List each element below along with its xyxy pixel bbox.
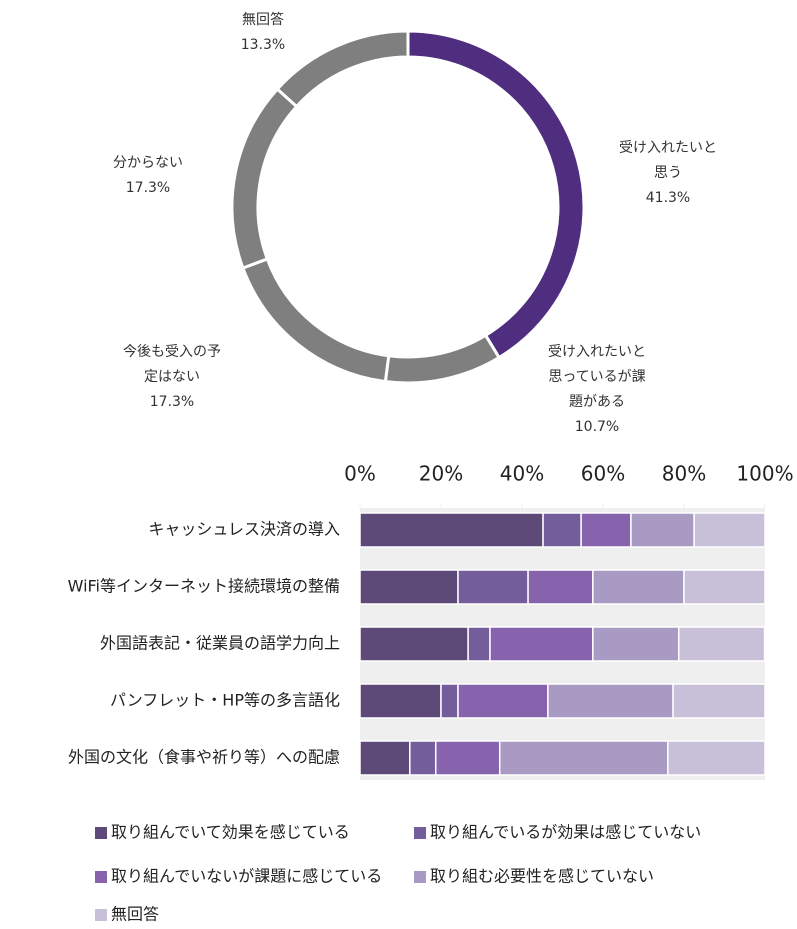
bar-segment [592, 569, 685, 605]
bar-segment [359, 683, 442, 719]
bar-segment [434, 740, 501, 776]
bar-segment [693, 512, 766, 548]
x-tick-label: 100% [736, 462, 793, 486]
legend-label: 取り組んでいるが効果は感じていない [430, 823, 701, 842]
legend-swatch [95, 871, 107, 883]
legend-label: 取り組む必要性を感じていない [430, 867, 654, 886]
legend-swatch [95, 827, 107, 839]
x-tick-label: 0% [344, 462, 376, 486]
value-label: 10.7% [575, 419, 619, 435]
x-tick-label: 60% [581, 462, 625, 486]
legend-swatch [414, 827, 426, 839]
legend-label: 無回答 [111, 905, 159, 924]
value-label: 17.3% [150, 394, 194, 410]
legend-label: 取り組んでいて効果を感じている [111, 823, 350, 842]
bar-segment [467, 626, 491, 662]
legend-swatch [95, 909, 107, 921]
bar-segment [630, 512, 695, 548]
bar-segment [672, 683, 766, 719]
slice-label: 分からない [113, 155, 183, 171]
bar-segment [409, 740, 437, 776]
slice-label: 思っているが課 [548, 369, 645, 385]
value-label: 13.3% [241, 37, 285, 53]
category-label: 外国語表記・従業員の語学力向上 [100, 634, 340, 653]
slice-label: 受け入れたいと [619, 140, 717, 156]
bar-segment [547, 683, 674, 719]
category-label: WiFi等インターネット接続環境の整備 [68, 577, 340, 596]
category-label: キャッシュレス決済の導入 [148, 520, 340, 539]
x-tick-label: 80% [662, 462, 706, 486]
legend-label: 取り組んでいないが課題に感じている [111, 867, 382, 886]
slice-label: 今後も受入の予 [123, 344, 221, 360]
value-label: 41.3% [646, 190, 690, 206]
slice-label: 思う [654, 165, 682, 181]
bar-segment [440, 683, 459, 719]
legend-swatch [414, 871, 426, 883]
slice-label: 題がある [569, 394, 625, 410]
bar-segment [592, 626, 680, 662]
donut-slice [230, 86, 299, 270]
slice-label: 無回答 [242, 11, 284, 28]
bar-segment [580, 512, 632, 548]
donut-slice [406, 29, 586, 360]
bar-segment [677, 626, 766, 662]
donut-slice [383, 333, 502, 385]
bar-segment [498, 740, 669, 776]
slice-label: 定はない [144, 369, 200, 385]
bar-segment [527, 569, 594, 605]
bar-segment [359, 740, 411, 776]
value-label: 17.3% [126, 180, 170, 196]
bar-segment [542, 512, 582, 548]
x-tick-label: 40% [500, 462, 544, 486]
slice-label: 受け入れたいと [548, 344, 646, 360]
bar-segment [667, 740, 766, 776]
category-label: パンフレット・HP等の多言語化 [110, 691, 340, 710]
bar-segment [457, 569, 529, 605]
donut-slice [275, 29, 410, 109]
bar-segment [683, 569, 766, 605]
donut-slice [240, 257, 391, 384]
category-label: 外国の文化（食事や祈り等）への配慮 [68, 748, 340, 767]
bar-segment [457, 683, 549, 719]
bar-segment [359, 569, 459, 605]
x-tick-label: 20% [419, 462, 463, 486]
bar-segment [489, 626, 594, 662]
bar-segment [359, 512, 544, 548]
bar-segment [359, 626, 469, 662]
